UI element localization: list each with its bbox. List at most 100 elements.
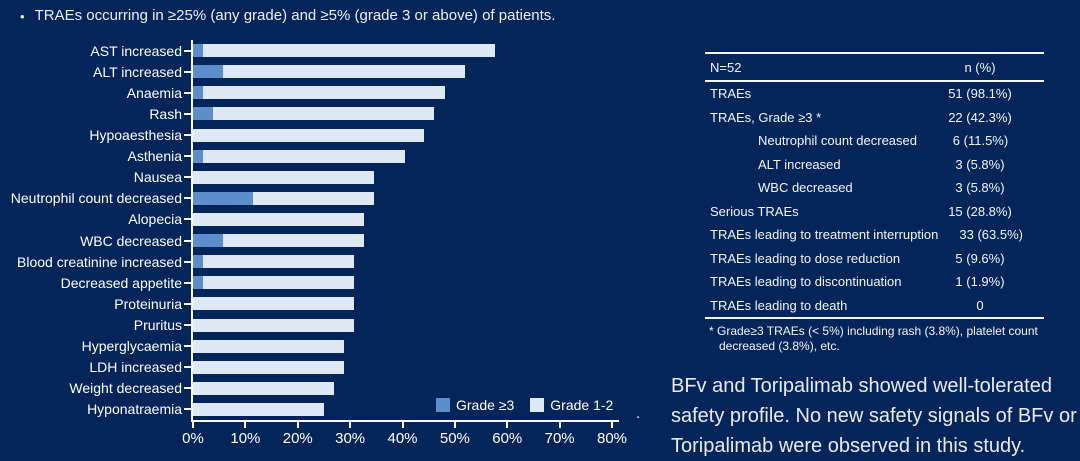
bar-segment-grade12 xyxy=(202,276,354,290)
category-label: Decreased appetite xyxy=(60,274,182,291)
x-axis-line xyxy=(191,420,619,422)
category-label: Neutrophil count decreased xyxy=(10,190,182,207)
table-row-value: 5 (9.6%) xyxy=(955,250,1005,266)
category-label: Weight decreased xyxy=(69,380,182,397)
table-row: ALT increased 3 (5.8%) xyxy=(705,153,1044,177)
bar-segment-grade3 xyxy=(193,191,254,205)
table-row: TRAEs leading to death 0 xyxy=(705,294,1044,318)
category-label: WBC decreased xyxy=(80,232,182,249)
table-row: TRAEs leading to discontinuation 1 (1.9%) xyxy=(705,270,1044,294)
table-row: TRAEs leading to dose reduction 5 (9.6%) xyxy=(705,247,1044,271)
table-header-npct: n (%) xyxy=(964,59,996,75)
bar-segment-grade12 xyxy=(202,44,496,58)
bar-row xyxy=(193,381,334,395)
bar-row xyxy=(193,107,435,121)
category-label: Hyperglycaemia xyxy=(81,338,182,355)
bar-segment-grade12 xyxy=(202,255,354,269)
y-axis-tick xyxy=(184,239,192,242)
table-row-value: 1 (1.9%) xyxy=(955,274,1005,290)
legend-swatch-grade12 xyxy=(530,398,545,412)
table-row-value: 0 xyxy=(976,297,984,313)
legend-item-grade12: Grade 1-2 xyxy=(530,397,613,413)
table-row: TRAEs 51 (98.1%) xyxy=(705,82,1044,106)
bar-segment-grade12 xyxy=(193,339,344,353)
bar-row xyxy=(193,234,365,248)
y-axis-line xyxy=(191,40,193,422)
table-row-label: ALT increased xyxy=(758,156,841,172)
y-axis-tick xyxy=(184,49,192,52)
table-row: WBC decreased 3 (5.8%) xyxy=(705,176,1044,200)
table-row-label: WBC decreased xyxy=(758,180,853,196)
bar-segment-grade3 xyxy=(193,65,224,79)
x-axis-tick xyxy=(558,422,561,428)
bar-row xyxy=(193,212,365,226)
y-axis-tick xyxy=(184,366,192,369)
legend-label-grade12: Grade 1-2 xyxy=(550,397,614,413)
table-row-value: 22 (42.3%) xyxy=(948,109,1012,125)
header-bullet-line: • TRAEs occurring in ≥25% (any grade) an… xyxy=(20,7,555,26)
x-axis-label: 10% xyxy=(230,430,261,447)
bar-segment-grade3 xyxy=(193,44,203,58)
category-label: LDH increased xyxy=(89,359,182,376)
bar-segment-grade12 xyxy=(193,381,334,395)
table-row-label: Neutrophil count decreased xyxy=(758,133,917,149)
category-label: Nausea xyxy=(133,169,182,186)
safety-table: N=52 n (%) TRAEs 51 (98.1%) TRAEs, Grade ≥… xyxy=(705,52,1044,354)
table-row-label: TRAEs leading to death xyxy=(710,297,848,313)
table-body: TRAEs 51 (98.1%) TRAEs, Grade ≥3 * 22 (42.3… xyxy=(705,82,1044,319)
bar-segment-grade12 xyxy=(193,212,365,226)
bar-segment-grade12 xyxy=(202,149,405,163)
y-axis-tick xyxy=(184,155,192,158)
x-axis-tick xyxy=(349,422,352,428)
y-axis-tick xyxy=(184,387,192,390)
x-axis-label: 50% xyxy=(439,430,470,447)
y-axis-tick xyxy=(184,302,192,305)
table-row-value: 6 (11.5%) xyxy=(952,133,1009,149)
y-axis-tick xyxy=(184,197,192,200)
header-text: TRAEs occurring in ≥25% (any grade) and … xyxy=(34,7,556,24)
category-label: Hypoaesthesia xyxy=(89,126,182,143)
bar-segment-grade3 xyxy=(193,86,203,100)
bar-row xyxy=(193,255,354,269)
bar-row xyxy=(193,86,445,100)
table-header-n: N=52 xyxy=(710,59,742,75)
table-row-label: TRAEs, Grade ≥3 * xyxy=(710,109,822,125)
table-row-label: TRAEs leading to dose reduction xyxy=(710,250,901,266)
table-row-value: 33 (63.5%) xyxy=(959,227,1023,243)
x-axis-tick xyxy=(401,422,404,428)
stray-period-text: . xyxy=(636,405,641,422)
y-axis-tick xyxy=(184,260,192,263)
bar-segment-grade12 xyxy=(253,191,375,205)
table-row-label: TRAEs xyxy=(710,86,752,102)
table-footnote: * Grade≥3 TRAEs (< 5%) including rash (3… xyxy=(709,324,1038,353)
legend-label-grade3: Grade ≥3 xyxy=(456,397,515,413)
y-axis-tick xyxy=(184,281,192,284)
table-header-row: N=52 n (%) xyxy=(705,52,1044,82)
bar-segment-grade12 xyxy=(193,297,355,311)
table-row: Neutrophil count decreased 6 (11.5%) xyxy=(705,129,1044,153)
table-row-value: 3 (5.8%) xyxy=(955,156,1005,172)
table-row-label: Serious TRAEs xyxy=(710,203,799,219)
y-axis-tick xyxy=(184,324,192,326)
bar-segment-grade3 xyxy=(193,255,203,269)
bar-row xyxy=(193,402,324,416)
bar-segment-grade12 xyxy=(202,86,445,100)
bar-segment-grade12 xyxy=(193,360,344,374)
x-axis-label: 70% xyxy=(544,430,575,447)
table-row-value: 3 (5.8%) xyxy=(955,180,1005,196)
bar-segment-grade3 xyxy=(193,276,203,290)
category-label: AST increased xyxy=(90,42,182,59)
x-axis-tick xyxy=(506,422,509,428)
bar-row xyxy=(193,297,355,311)
category-label: Blood creatinine increased xyxy=(17,253,182,270)
y-axis-tick xyxy=(184,70,192,73)
bar-row xyxy=(193,128,425,142)
y-axis-tick xyxy=(184,176,192,179)
bar-row xyxy=(193,339,344,353)
bar-segment-grade3 xyxy=(193,234,224,248)
bar-segment-grade12 xyxy=(223,234,365,248)
bar-segment-grade3 xyxy=(193,107,213,121)
bar-row xyxy=(193,276,354,290)
bar-segment-grade3 xyxy=(193,149,203,163)
